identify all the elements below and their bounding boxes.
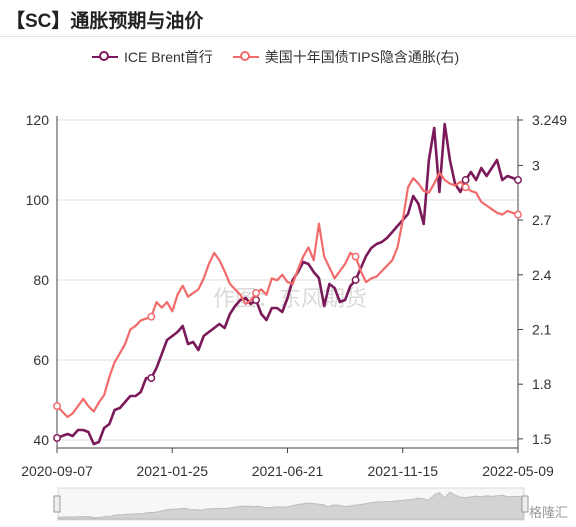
series-point-tips — [147, 312, 156, 321]
title-divider — [0, 36, 576, 37]
legend: ICE Brent首行 美国十年国债TIPS隐含通胀(右) — [92, 47, 459, 67]
series-line-brent — [56, 122, 519, 446]
axes: 40 60 80 100 120 1.5 1.8 2.1 2.4 2.7 3 3.249 — [26, 112, 567, 449]
series-point-tips — [351, 252, 360, 261]
series-line-tips — [56, 171, 519, 419]
y-left-tick-label: 100 — [26, 192, 50, 208]
series-point-brent — [351, 276, 360, 284]
y-left-tick-label: 80 — [33, 272, 49, 288]
y-right-tick-label: 1.5 — [532, 431, 552, 447]
legend-swatch-brent-icon — [92, 50, 118, 64]
range-navigator[interactable] — [53, 487, 529, 521]
series-point-brent — [147, 374, 156, 382]
y-right-tick-label: 2.1 — [532, 321, 552, 337]
y-left-tick-label: 120 — [26, 112, 50, 128]
x-tick-label: 2022-05-09 — [482, 463, 554, 479]
y-left-tick-label: 60 — [33, 352, 49, 368]
series-point-brent — [53, 434, 61, 442]
navigator-handle-left — [53, 495, 61, 513]
y-right-tick-label: 2.4 — [532, 267, 552, 283]
y-right-tick-label: 3 — [532, 157, 540, 173]
x-tick-label: 2020-09-07 — [21, 463, 93, 479]
series-point-tips — [514, 210, 522, 219]
legend-swatch-tips-icon — [232, 50, 259, 64]
series-point-brent — [461, 176, 470, 184]
footer-logo: 格隆汇 — [528, 505, 568, 520]
y-left-tick-label: 40 — [33, 432, 49, 448]
legend-item-tips[interactable]: 美国十年国债TIPS隐含通胀(右) — [232, 47, 460, 67]
grid-lines — [57, 119, 518, 441]
x-tick-labels: 2020-09-07 2021-01-25 2021-06-21 2021-11-15… — [21, 448, 554, 479]
chart-title: 【SC】通胀预期与油价 — [6, 11, 204, 32]
navigator-area — [57, 491, 525, 520]
y-right-tick-label: 3.249 — [532, 112, 567, 128]
legend-label-brent: ICE Brent首行 — [124, 49, 213, 65]
y-right-tick-label: 1.8 — [532, 376, 552, 392]
series-point-tips — [461, 183, 470, 192]
legend-label-tips: 美国十年国债TIPS隐含通胀(右) — [264, 49, 460, 65]
y-right-tick-label: 2.7 — [532, 212, 552, 228]
series-point-tips — [53, 402, 61, 411]
series-point-tips — [252, 289, 261, 297]
navigator-handle-right — [521, 495, 529, 513]
x-tick-label: 2021-01-25 — [136, 463, 208, 479]
x-tick-label: 2021-11-15 — [367, 463, 438, 479]
x-tick-label: 2021-06-21 — [252, 463, 324, 479]
series-layer — [53, 122, 522, 446]
series-point-brent — [514, 176, 522, 184]
legend-item-brent[interactable]: ICE Brent首行 — [92, 47, 213, 67]
